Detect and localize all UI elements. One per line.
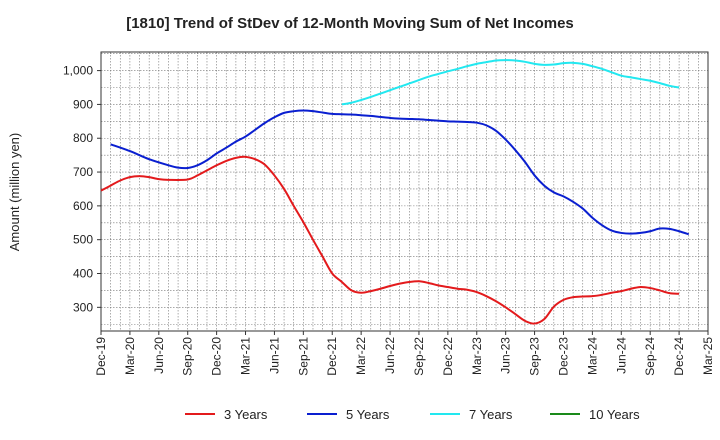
- y-tick-labels: 300 400 500 600 700 800 900 1,000: [63, 64, 93, 315]
- series-line-5-years: [110, 109, 690, 236]
- x-tick-label: Sep-23: [528, 337, 542, 376]
- series-line-3-years: [100, 155, 680, 325]
- y-tick-label: 700: [73, 165, 93, 179]
- y-tick-label: 400: [73, 267, 93, 281]
- x-tick-label: Dec-21: [325, 337, 339, 376]
- x-tick-label: Mar-20: [123, 337, 137, 375]
- legend-label-10-years: 10 Years: [589, 407, 640, 422]
- legend-label-5-years: 5 Years: [346, 407, 390, 422]
- x-tick-label: Jun-21: [267, 337, 281, 374]
- x-tick-label: Jun-22: [383, 337, 397, 374]
- x-tick-label: Dec-19: [94, 337, 108, 376]
- y-tick-label: 600: [73, 199, 93, 213]
- legend-label-3-years: 3 Years: [224, 407, 268, 422]
- x-tick-label: Jun-20: [152, 337, 166, 374]
- x-tick-label: Jun-23: [499, 337, 513, 374]
- x-tick-label: Mar-22: [354, 337, 368, 375]
- y-axis-label: Amount (million yen): [7, 133, 22, 252]
- plot-frame: [100, 51, 709, 332]
- x-tick-label: Mar-25: [701, 337, 715, 375]
- y-tick-label: 500: [73, 233, 93, 247]
- series-line-7-years: [341, 59, 680, 106]
- y-tick-label: 900: [73, 97, 93, 111]
- series-lines: [100, 59, 690, 325]
- x-tick-label: Mar-21: [239, 337, 253, 375]
- x-tick-label: Sep-21: [296, 337, 310, 376]
- legend: 3 Years 5 Years 7 Years 10 Years: [185, 407, 640, 422]
- y-tick-label: 1,000: [63, 64, 93, 78]
- x-tick-label: Dec-24: [672, 337, 686, 376]
- grid: [101, 52, 708, 331]
- x-tick-label: Mar-24: [585, 337, 599, 375]
- legend-label-7-years: 7 Years: [469, 407, 513, 422]
- axes: [97, 51, 709, 335]
- x-tick-label: Sep-24: [643, 337, 657, 376]
- x-tick-labels: Dec-19 Mar-20 Jun-20 Sep-20 Dec-20 Mar-21 Jun-…: [94, 337, 715, 376]
- x-tick-label: Dec-20: [210, 337, 224, 376]
- y-tick-label: 800: [73, 131, 93, 145]
- x-tick-label: Dec-22: [441, 337, 455, 376]
- x-tick-label: Sep-22: [412, 337, 426, 376]
- x-tick-label: Mar-23: [470, 337, 484, 375]
- x-tick-label: Sep-20: [181, 337, 195, 376]
- y-tick-label: 300: [73, 300, 93, 314]
- x-tick-label: Jun-24: [614, 337, 628, 374]
- x-tick-label: Dec-23: [556, 337, 570, 376]
- chart-title: [1810] Trend of StDev of 12-Month Moving…: [126, 15, 574, 32]
